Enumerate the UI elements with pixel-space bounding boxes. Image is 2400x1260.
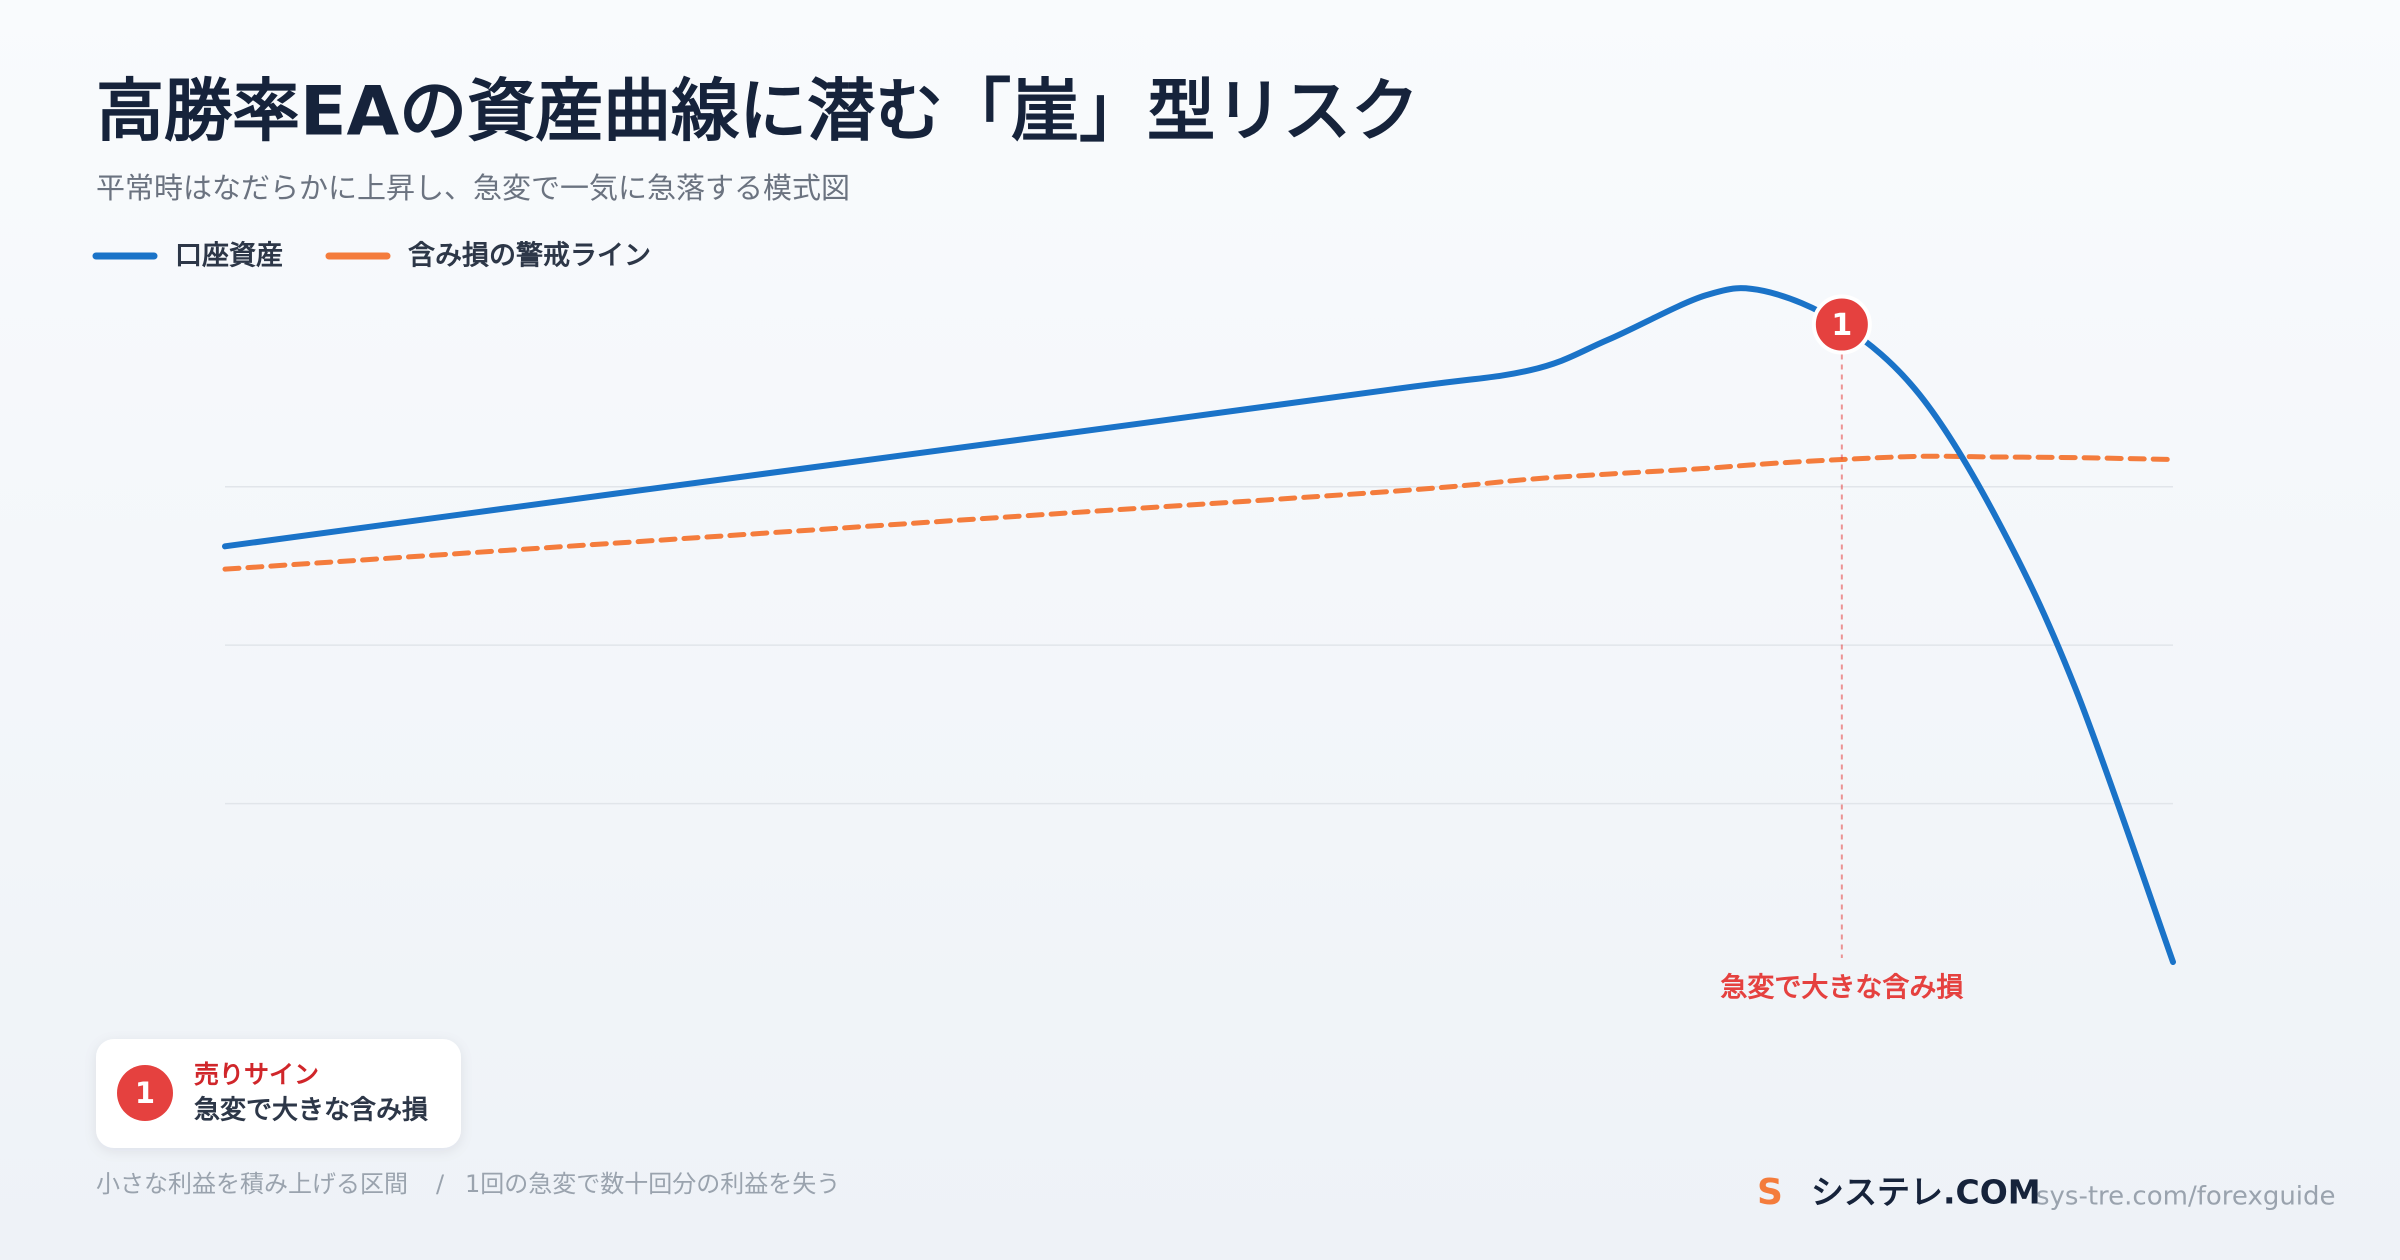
brand-logo: S — [1757, 1172, 1783, 1213]
annotation-marker — [1811, 294, 1872, 355]
annotation-number: 1 — [1831, 308, 1852, 343]
footer-separator: / — [436, 1170, 445, 1198]
brand-name: システレ.COM — [1811, 1173, 2041, 1212]
series-line — [222, 285, 2176, 965]
brand-url: sys-tre.com/forexguide — [2036, 1182, 2336, 1212]
legend-label: 口座資産 — [175, 241, 283, 272]
callout-badge — [117, 1065, 173, 1121]
callout-box — [96, 1039, 461, 1148]
callout-signal: 売りサイン — [194, 1060, 319, 1089]
callout-number: 1 — [135, 1076, 155, 1110]
callout-text: 急変で大きな含み損 — [194, 1095, 428, 1126]
legend-label: 含み損の警戒ライン — [408, 240, 651, 272]
footer-right: 1回の急変で数十回分の利益を失う — [465, 1170, 840, 1198]
footer-left: 小さな利益を積み上げる区間 — [96, 1170, 408, 1198]
chart-title: 高勝率EAの資産曲線に潜む「崖」型リスク — [96, 73, 1419, 152]
chart-subtitle: 平常時はなだらかに上昇し、急変で一気に急落する模式図 — [96, 171, 850, 205]
annotation-label: 急変で大きな含み損 — [1720, 972, 1963, 1004]
plot-area — [222, 285, 2176, 965]
